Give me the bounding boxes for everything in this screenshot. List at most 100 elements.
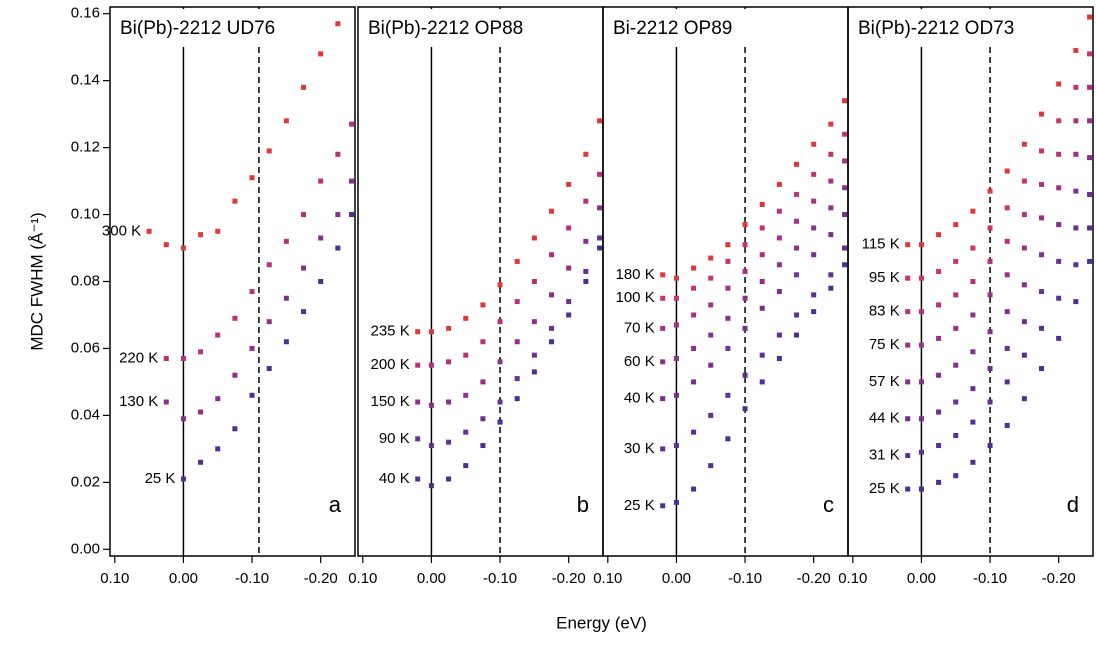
y-tick-label: 0.00 <box>71 540 100 557</box>
data-point <box>335 21 341 27</box>
data-point <box>1056 185 1062 191</box>
data-point <box>1004 379 1010 385</box>
data-point <box>708 362 714 368</box>
data-point <box>531 369 537 375</box>
data-point <box>918 275 924 281</box>
y-tick-label: 0.06 <box>71 339 100 356</box>
data-point <box>987 292 993 298</box>
data-point <box>446 399 452 405</box>
data-point <box>918 449 924 455</box>
data-point <box>1073 299 1079 305</box>
data-point <box>215 332 221 338</box>
data-point <box>549 339 555 345</box>
data-point <box>428 483 434 489</box>
data-point <box>497 399 503 405</box>
series-label: 235 K <box>371 323 410 340</box>
data-point <box>1056 151 1062 157</box>
data-point <box>708 275 714 281</box>
series-label: 31 K <box>869 447 900 464</box>
data-point <box>936 268 942 274</box>
data-point <box>1004 238 1010 244</box>
series-label: 150 K <box>371 393 410 410</box>
panel-title: Bi-2212 OP89 <box>613 18 732 39</box>
data-point <box>759 379 765 385</box>
data-point <box>794 245 800 251</box>
data-point <box>759 202 765 208</box>
data-point <box>794 161 800 167</box>
data-point <box>953 432 959 438</box>
data-point <box>759 305 765 311</box>
data-point <box>583 238 589 244</box>
panel-label: d <box>1067 492 1079 517</box>
data-point <box>918 309 924 315</box>
data-point <box>335 151 341 157</box>
data-point <box>1039 181 1045 187</box>
data-point <box>842 262 848 268</box>
data-point <box>283 238 289 244</box>
data-point <box>198 232 204 238</box>
data-point <box>842 245 848 251</box>
data-point <box>1004 272 1010 278</box>
y-tick-label: 0.16 <box>71 5 100 22</box>
series-label: 40 K <box>379 470 410 487</box>
data-point <box>428 362 434 368</box>
data-point <box>446 476 452 482</box>
panel-label: b <box>577 492 589 517</box>
x-tick-label: -0.10 <box>483 570 517 587</box>
x-tick-label: 0.00 <box>417 570 446 587</box>
data-point <box>1021 319 1027 325</box>
data-point <box>987 188 993 194</box>
data-point <box>794 272 800 278</box>
data-point <box>905 275 911 281</box>
data-point <box>480 443 486 449</box>
data-point <box>987 329 993 335</box>
data-point <box>232 372 238 378</box>
data-point <box>249 345 255 351</box>
x-tick-label: 0.00 <box>662 570 691 587</box>
data-point <box>249 392 255 398</box>
data-point <box>936 443 942 449</box>
data-point <box>660 295 666 301</box>
data-point <box>583 268 589 274</box>
data-point <box>828 178 834 184</box>
data-point <box>480 416 486 422</box>
data-point <box>597 205 603 211</box>
data-point <box>660 396 666 402</box>
data-point <box>842 158 848 164</box>
data-point <box>415 476 421 482</box>
data-point <box>415 399 421 405</box>
panel-title: Bi(Pb)-2212 OD73 <box>858 18 1014 39</box>
data-point <box>1073 84 1079 90</box>
data-point <box>349 121 355 127</box>
data-point <box>725 285 731 291</box>
series-label: 30 K <box>624 440 655 457</box>
data-point <box>759 352 765 358</box>
data-point <box>283 295 289 301</box>
x-tick-label: -0.20 <box>552 570 586 587</box>
data-point <box>463 392 469 398</box>
data-point <box>673 295 679 301</box>
data-point <box>905 309 911 315</box>
x-tick-label: 0.10 <box>348 570 377 587</box>
data-point <box>1021 141 1027 147</box>
data-point <box>828 121 834 127</box>
data-point <box>266 262 272 268</box>
data-point <box>1087 84 1093 90</box>
data-point <box>936 409 942 415</box>
data-point <box>415 329 421 335</box>
data-point <box>1087 258 1093 264</box>
data-point <box>335 212 341 218</box>
data-point <box>842 185 848 191</box>
data-point <box>266 148 272 154</box>
data-point <box>1073 225 1079 231</box>
data-point <box>987 258 993 264</box>
data-point <box>828 272 834 278</box>
data-point <box>180 355 186 361</box>
data-point <box>918 486 924 492</box>
data-point <box>970 459 976 465</box>
data-point <box>1073 151 1079 157</box>
data-point <box>1056 258 1062 264</box>
panel-title: Bi(Pb)-2212 UD76 <box>120 18 275 39</box>
data-point <box>531 352 537 358</box>
data-point <box>215 396 221 402</box>
